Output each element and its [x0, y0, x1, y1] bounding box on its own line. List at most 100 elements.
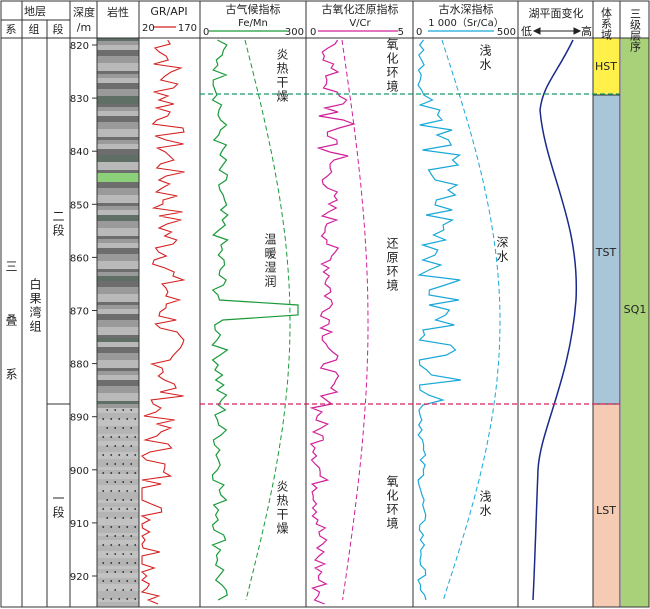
- lithology-dot: [106, 571, 109, 573]
- depth-tick-label: 890: [70, 413, 89, 424]
- lithology-layer: [97, 116, 139, 122]
- lithology-layer: [97, 254, 139, 261]
- lithology-layer: [97, 111, 139, 116]
- lithology-layer: [97, 83, 139, 89]
- lithology-layer: [97, 512, 139, 518]
- lithology-layer: [97, 104, 139, 107]
- lithology-dot: [122, 445, 125, 447]
- lithology-dot: [110, 526, 113, 528]
- lithology-layer: [97, 599, 139, 602]
- hst-fill: [593, 38, 620, 95]
- lithology-dot: [106, 517, 109, 519]
- climate-top-label: 炎热干燥: [275, 48, 289, 104]
- lithology-layer: [97, 305, 139, 309]
- lithology-layer: [97, 353, 139, 360]
- lithology-layer: [97, 393, 139, 401]
- depth-top-label: 浅水: [478, 44, 492, 72]
- lithology-dot: [134, 490, 137, 492]
- lithology-layer: [97, 144, 139, 149]
- lithology-layer: [97, 342, 139, 347]
- lithology-dot: [118, 436, 121, 438]
- lithology-dot: [134, 418, 137, 420]
- lithology-layer: [97, 129, 139, 137]
- lithology-layer: [97, 243, 139, 248]
- lithology-layer: [97, 507, 139, 512]
- lithology-layer: [97, 413, 139, 419]
- lithology-layer: [97, 591, 139, 599]
- lithology-dot: [130, 409, 133, 411]
- lithology-dot: [110, 544, 113, 546]
- depth-mid-label: 深水: [495, 236, 509, 264]
- v-cr-curve: [309, 39, 356, 605]
- lithology-layer: [97, 459, 139, 467]
- lithology-layer: [97, 536, 139, 540]
- lithology-dot: [122, 481, 125, 483]
- lithology-layer: [97, 401, 139, 404]
- lithology-dot: [130, 463, 133, 465]
- fe-max: 300: [285, 27, 304, 38]
- lithology-dot: [118, 508, 121, 510]
- lithology-dot: [130, 517, 133, 519]
- lithology-layer: [97, 203, 139, 206]
- lithology-dot: [130, 535, 133, 537]
- lithology-layer: [97, 434, 139, 437]
- lithology-dot: [110, 508, 113, 510]
- lithology-dot: [126, 454, 129, 456]
- lithology-dot: [130, 571, 133, 573]
- lithology-layer: [97, 78, 139, 83]
- lithology-dot: [118, 472, 121, 474]
- lithology-layer: [97, 182, 139, 188]
- lithology-layer: [97, 239, 139, 243]
- lithology-layer: [97, 287, 139, 294]
- lithology-layer: [97, 215, 139, 221]
- lithology-dot: [110, 580, 113, 582]
- tst-fill: [593, 95, 620, 404]
- lithology-dot: [110, 598, 113, 600]
- lithology-layer: [97, 188, 139, 195]
- lithology-dot: [102, 436, 105, 438]
- lithology-layer: [97, 162, 139, 170]
- lithology-dot: [118, 580, 121, 582]
- depth-tick-label: 820: [70, 41, 89, 52]
- depth-bottom-label: 浅水: [478, 490, 492, 518]
- lithology-dot: [130, 499, 133, 501]
- lithology-dot: [126, 580, 129, 582]
- fe-mn-curve: [211, 39, 299, 601]
- lithology-dot: [110, 454, 113, 456]
- lithology-layer: [97, 584, 139, 591]
- lake-level-curve: [532, 39, 578, 601]
- gr-curve: [140, 39, 186, 605]
- lithology-dot: [130, 427, 133, 429]
- fe-min: 0: [203, 27, 209, 38]
- lithology-dot: [134, 544, 137, 546]
- lithology-dot: [110, 562, 113, 564]
- lithology-dot: [102, 580, 105, 582]
- lithology-dot: [126, 562, 129, 564]
- lithology-layer: [97, 41, 139, 45]
- sq1-fill: [621, 38, 649, 607]
- lithology-layer: [97, 107, 139, 111]
- lithology-layer: [97, 492, 139, 500]
- lst-fill: [593, 404, 620, 607]
- lithology-dot: [106, 463, 109, 465]
- redox-bottom-label: 氧化环境: [385, 475, 399, 531]
- lithology-dot: [110, 472, 113, 474]
- lithology-layer: [97, 441, 139, 446]
- lithology-dot: [130, 481, 133, 483]
- lithology-layer: [97, 525, 139, 533]
- lithology-dot: [126, 526, 129, 528]
- lithology-dot: [118, 598, 121, 600]
- lithology-dot: [114, 445, 117, 447]
- sr-ca-label: 1 000（Sr/Ca）: [428, 17, 504, 29]
- depth-tick-label: 850: [70, 200, 89, 211]
- lithology-dot: [134, 436, 137, 438]
- lithology-layer: [97, 56, 139, 63]
- lithology-dot: [118, 526, 121, 528]
- lithology-dot: [110, 490, 113, 492]
- lithology-layer: [97, 96, 139, 104]
- lithology-layer: [97, 437, 139, 441]
- lithology-dot: [122, 463, 125, 465]
- lithology-layer: [97, 551, 139, 558]
- lithology-dot: [114, 517, 117, 519]
- lithology-dot: [114, 499, 117, 501]
